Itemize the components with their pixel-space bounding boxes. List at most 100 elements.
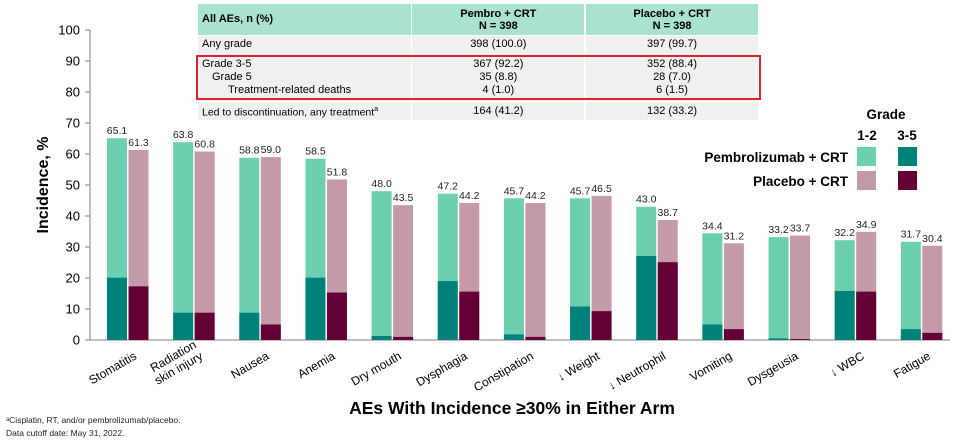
category-label-line: Fatigue bbox=[891, 349, 933, 381]
category-label: Dry mouth bbox=[349, 349, 404, 389]
bar-placebo-grade-1-2 bbox=[194, 151, 215, 340]
bar-placebo-grade-3-5 bbox=[856, 291, 877, 340]
bar-pembro-grade-3-5 bbox=[173, 312, 194, 340]
row-pembro-value: 367 (92.2) bbox=[412, 53, 585, 71]
y-tick-label: 80 bbox=[66, 85, 80, 100]
bar-pembro-grade-3-5 bbox=[900, 329, 921, 340]
row-label: Grade 3-5 bbox=[198, 53, 411, 71]
bar-placebo-grade-1-2 bbox=[393, 205, 414, 340]
row-pembro-value: 35 (8.8) bbox=[412, 71, 585, 84]
row-pembro-value: 4 (1.0) bbox=[412, 84, 585, 101]
category-label-line: Constipation bbox=[471, 349, 536, 394]
category-label-line: Anemia bbox=[295, 349, 338, 382]
data-label-pembro: 32.2 bbox=[834, 227, 855, 239]
bar-pembro-grade-3-5 bbox=[107, 277, 127, 340]
row-placebo-value: 397 (99.7) bbox=[586, 35, 758, 53]
bar-pembro-grade-3-5 bbox=[437, 281, 458, 340]
bar-placebo-grade-3-5 bbox=[128, 286, 149, 340]
data-label-pembro: 31.7 bbox=[901, 229, 922, 241]
data-label-pembro: 58.5 bbox=[305, 146, 326, 158]
bar-pembro-grade-3-5 bbox=[371, 335, 392, 340]
bar-placebo-grade-3-5 bbox=[723, 329, 744, 340]
legend-swatch-placebo-3-5 bbox=[898, 171, 917, 190]
bar-pembro-grade-3-5 bbox=[636, 255, 657, 340]
bar-pembro-grade-1-2 bbox=[371, 191, 392, 340]
bar-pembro-grade-1-2 bbox=[503, 198, 524, 340]
category-label-line: Dysphagia bbox=[414, 349, 470, 390]
legend-series-pembro: Pembrolizumab + CRT bbox=[704, 150, 848, 165]
bar-placebo-grade-3-5 bbox=[657, 262, 678, 340]
y-tick-label: 0 bbox=[73, 333, 80, 348]
bar-placebo-grade-1-2 bbox=[591, 195, 612, 340]
x-axis-title: AEs With Incidence ≥30% in Either Arm bbox=[349, 398, 675, 418]
legend-col-3-5: 3-5 bbox=[897, 128, 917, 143]
category-label: Constipation bbox=[471, 349, 536, 394]
bar-pembro-grade-3-5 bbox=[834, 291, 855, 340]
legend-swatch-pembro-1-2 bbox=[857, 147, 876, 166]
category-label-line: Nausea bbox=[228, 349, 271, 382]
category-label-line: Dry mouth bbox=[349, 349, 404, 389]
bar-pembro-grade-3-5 bbox=[702, 324, 723, 340]
data-label-placebo: 46.5 bbox=[591, 183, 612, 195]
category-label: Stomatitis bbox=[86, 349, 139, 387]
category-label: Dysgeusia bbox=[745, 349, 801, 389]
category-label-line: Stomatitis bbox=[86, 349, 139, 387]
table-header-row: All AEs, n (%) Pembro + CRT N = 398 Plac… bbox=[198, 4, 758, 35]
header-placebo-name: Placebo + CRT bbox=[633, 7, 711, 20]
data-label-pembro: 45.7 bbox=[570, 185, 591, 197]
data-label-placebo: 43.5 bbox=[393, 192, 414, 204]
table-header-pembro: Pembro + CRT N = 398 bbox=[412, 4, 585, 35]
data-label-placebo: 33.7 bbox=[790, 223, 811, 235]
bar-placebo-grade-3-5 bbox=[326, 292, 347, 340]
row-label: Any grade bbox=[198, 35, 411, 53]
bar-placebo-grade-1-2 bbox=[723, 243, 744, 340]
table-header-label: All AEs, n (%) bbox=[198, 4, 411, 35]
y-tick-label: 100 bbox=[58, 23, 80, 38]
row-label: Treatment-related deaths bbox=[198, 84, 411, 101]
data-label-placebo: 31.2 bbox=[724, 230, 745, 242]
bar-placebo-grade-3-5 bbox=[393, 336, 414, 340]
bar-pembro-grade-1-2 bbox=[900, 241, 921, 340]
category-label-line: ↓ Weight bbox=[555, 348, 603, 384]
row-placebo-value: 132 (33.2) bbox=[586, 101, 758, 120]
legend-swatch-pembro-3-5 bbox=[898, 147, 917, 166]
data-label-pembro: 45.7 bbox=[504, 185, 525, 197]
data-label-pembro: 33.2 bbox=[768, 224, 789, 236]
data-label-pembro: 34.4 bbox=[702, 220, 723, 232]
header-placebo-n: N = 398 bbox=[652, 19, 692, 32]
data-label-placebo: 51.8 bbox=[327, 166, 348, 178]
category-label: Dysphagia bbox=[414, 349, 470, 390]
ae-summary-table: All AEs, n (%) Pembro + CRT N = 398 Plac… bbox=[198, 4, 758, 120]
category-label-line: Vomiting bbox=[688, 349, 735, 384]
row-placebo-value: 352 (88.4) bbox=[586, 53, 758, 71]
row-placebo-value: 28 (7.0) bbox=[586, 71, 758, 84]
row-label-text: Led to discontinuation, any treatment bbox=[202, 106, 375, 119]
y-tick-label: 70 bbox=[66, 116, 80, 131]
row-placebo-value: 6 (1.5) bbox=[586, 84, 758, 101]
table-row: Grade 5 35 (8.8) 28 (7.0) bbox=[198, 71, 758, 84]
y-axis-title: Incidence, % bbox=[35, 137, 52, 234]
data-label-pembro: 48.0 bbox=[371, 178, 392, 190]
table-header-placebo: Placebo + CRT N = 398 bbox=[586, 4, 758, 35]
data-label-pembro: 63.8 bbox=[173, 129, 194, 141]
data-label-placebo: 61.3 bbox=[128, 137, 149, 149]
footnote-marker: a bbox=[374, 105, 379, 113]
bar-placebo-grade-1-2 bbox=[525, 202, 546, 340]
data-label-placebo: 59.0 bbox=[261, 144, 282, 156]
bar-placebo-grade-3-5 bbox=[525, 336, 546, 340]
y-tick-label: 20 bbox=[66, 271, 80, 286]
y-tick-label: 40 bbox=[66, 209, 80, 224]
bar-placebo-grade-3-5 bbox=[194, 312, 215, 340]
bar-pembro-grade-1-2 bbox=[173, 142, 194, 340]
header-pembro-n: N = 398 bbox=[478, 19, 518, 32]
bar-pembro-grade-3-5 bbox=[570, 306, 591, 340]
bar-placebo-grade-3-5 bbox=[260, 324, 281, 340]
header-pembro-name: Pembro + CRT bbox=[460, 7, 537, 20]
table-row: Treatment-related deaths 4 (1.0) 6 (1.5) bbox=[198, 84, 758, 101]
row-pembro-value: 164 (41.2) bbox=[412, 101, 585, 120]
bar-placebo-grade-3-5 bbox=[459, 291, 480, 340]
data-label-pembro: 58.8 bbox=[239, 145, 260, 157]
bar-placebo-grade-1-2 bbox=[260, 157, 281, 340]
